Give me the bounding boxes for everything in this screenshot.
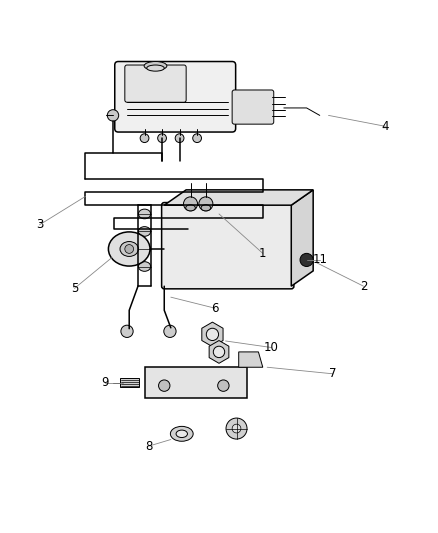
- Text: 10: 10: [264, 341, 279, 354]
- Text: 11: 11: [312, 253, 327, 266]
- Polygon shape: [291, 190, 313, 286]
- Ellipse shape: [201, 205, 211, 211]
- Polygon shape: [202, 322, 223, 346]
- Circle shape: [226, 418, 247, 439]
- Polygon shape: [120, 378, 139, 387]
- Text: 5: 5: [71, 282, 78, 295]
- Text: 4: 4: [381, 120, 389, 133]
- Circle shape: [184, 197, 198, 211]
- Ellipse shape: [138, 209, 151, 219]
- Polygon shape: [209, 341, 229, 364]
- Text: 6: 6: [211, 302, 219, 314]
- Circle shape: [140, 134, 149, 142]
- Ellipse shape: [138, 227, 151, 236]
- FancyBboxPatch shape: [232, 90, 274, 124]
- Ellipse shape: [138, 244, 151, 254]
- Ellipse shape: [176, 430, 187, 438]
- Circle shape: [158, 134, 166, 142]
- Circle shape: [300, 253, 313, 266]
- Ellipse shape: [144, 61, 167, 70]
- Circle shape: [159, 380, 170, 391]
- Text: 7: 7: [329, 367, 337, 381]
- Text: 3: 3: [36, 219, 43, 231]
- Ellipse shape: [120, 241, 138, 256]
- Circle shape: [232, 424, 241, 433]
- Circle shape: [121, 325, 133, 337]
- Polygon shape: [164, 190, 313, 205]
- Ellipse shape: [108, 232, 150, 266]
- Ellipse shape: [186, 205, 195, 211]
- Circle shape: [125, 245, 134, 253]
- Circle shape: [107, 110, 119, 121]
- FancyBboxPatch shape: [125, 65, 186, 102]
- FancyBboxPatch shape: [115, 61, 236, 132]
- Text: 9: 9: [101, 376, 109, 389]
- Polygon shape: [145, 367, 247, 398]
- Circle shape: [213, 346, 225, 358]
- Circle shape: [218, 380, 229, 391]
- Circle shape: [175, 134, 184, 142]
- Polygon shape: [239, 352, 263, 367]
- Ellipse shape: [170, 426, 193, 441]
- Circle shape: [199, 197, 213, 211]
- Circle shape: [206, 328, 219, 341]
- Text: 1: 1: [259, 247, 267, 260]
- Circle shape: [164, 325, 176, 337]
- Ellipse shape: [147, 65, 164, 71]
- FancyBboxPatch shape: [162, 203, 294, 289]
- Text: 2: 2: [360, 280, 367, 293]
- Text: 8: 8: [145, 440, 152, 453]
- Circle shape: [193, 134, 201, 142]
- Ellipse shape: [138, 262, 151, 271]
